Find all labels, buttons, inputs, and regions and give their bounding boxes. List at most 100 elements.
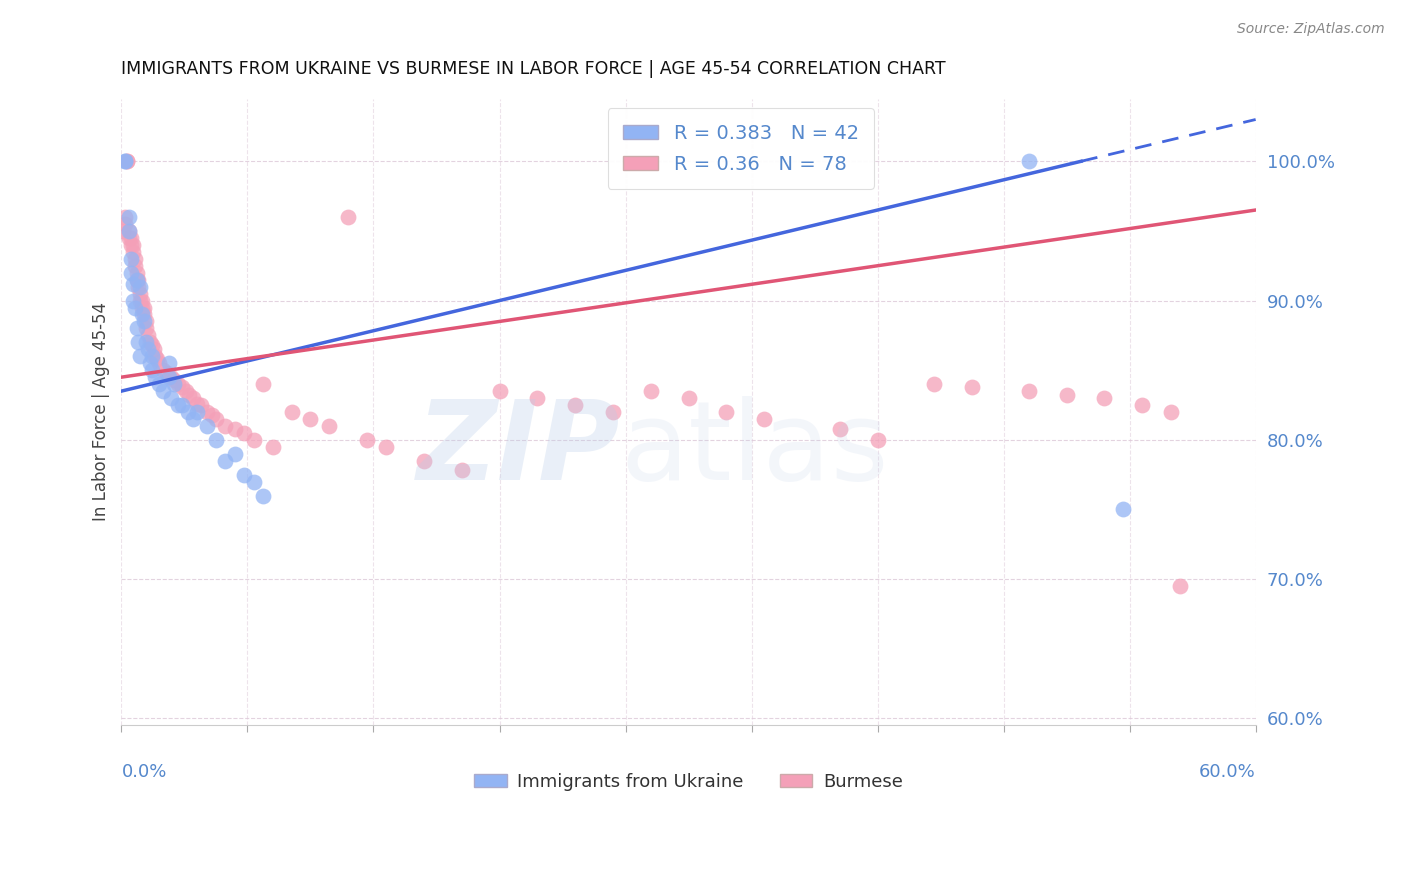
Text: IMMIGRANTS FROM UKRAINE VS BURMESE IN LABOR FORCE | AGE 45-54 CORRELATION CHART: IMMIGRANTS FROM UKRAINE VS BURMESE IN LA… [121, 60, 946, 78]
Point [564, 398, 586, 412]
Point [142, 343, 165, 357]
Point [1094, 391, 1116, 405]
Point [118, 224, 141, 238]
Point [141, 349, 163, 363]
Point [121, 244, 143, 259]
Point [299, 412, 322, 426]
Point [1160, 405, 1182, 419]
Point [125, 321, 148, 335]
Point [318, 418, 340, 433]
Point [526, 391, 548, 405]
Point [602, 405, 624, 419]
Point [176, 405, 198, 419]
Point [224, 447, 246, 461]
Point [252, 489, 274, 503]
Point [114, 210, 136, 224]
Point [752, 412, 775, 426]
Point [242, 475, 264, 489]
Point [1056, 388, 1078, 402]
Point [205, 433, 228, 447]
Point [135, 321, 157, 335]
Point [146, 352, 169, 367]
Point [114, 154, 136, 169]
Point [337, 210, 360, 224]
Point [118, 224, 141, 238]
Point [134, 301, 156, 315]
Point [157, 370, 180, 384]
Point [205, 412, 228, 426]
Point [131, 301, 153, 315]
Point [121, 237, 143, 252]
Point [252, 377, 274, 392]
Point [125, 273, 148, 287]
Point [1112, 502, 1135, 516]
Point [412, 454, 434, 468]
Point [375, 440, 398, 454]
Point [112, 224, 135, 238]
Text: Source: ZipAtlas.com: Source: ZipAtlas.com [1237, 22, 1385, 37]
Point [181, 412, 204, 426]
Point [114, 154, 136, 169]
Point [163, 377, 186, 392]
Point [201, 408, 224, 422]
Text: atlas: atlas [620, 396, 889, 503]
Point [170, 398, 193, 412]
Point [1130, 398, 1153, 412]
Point [450, 463, 472, 477]
Point [115, 154, 138, 169]
Point [1018, 384, 1040, 398]
Point [159, 370, 181, 384]
Point [124, 259, 146, 273]
Point [159, 391, 181, 405]
Point [120, 237, 142, 252]
Point [678, 391, 700, 405]
Point [131, 293, 153, 308]
Point [139, 356, 162, 370]
Point [135, 335, 157, 350]
Point [924, 377, 946, 392]
Point [129, 286, 152, 301]
Point [866, 433, 889, 447]
Point [141, 338, 163, 352]
Point [120, 266, 142, 280]
Point [181, 391, 204, 405]
Point [145, 349, 167, 363]
Point [148, 377, 170, 392]
Point [134, 314, 156, 328]
Point [129, 349, 152, 363]
Point [127, 273, 149, 287]
Point [156, 366, 179, 380]
Text: ZIP: ZIP [418, 396, 620, 503]
Point [152, 384, 174, 398]
Point [1018, 154, 1040, 169]
Legend: Immigrants from Ukraine, Burmese: Immigrants from Ukraine, Burmese [467, 765, 910, 797]
Point [186, 405, 208, 419]
Point [120, 231, 142, 245]
Point [233, 467, 256, 482]
Point [224, 422, 246, 436]
Point [190, 398, 212, 412]
Point [195, 405, 218, 419]
Point [157, 356, 180, 370]
Point [127, 335, 149, 350]
Point [488, 384, 510, 398]
Point [960, 380, 983, 394]
Point [139, 335, 162, 350]
Point [121, 277, 143, 291]
Point [131, 308, 153, 322]
Point [148, 356, 170, 370]
Point [640, 384, 662, 398]
Point [356, 433, 378, 447]
Point [170, 380, 193, 394]
Point [127, 279, 149, 293]
Point [135, 314, 157, 328]
Point [262, 440, 284, 454]
Point [716, 405, 738, 419]
Point [174, 384, 197, 398]
Point [114, 217, 136, 231]
Point [163, 373, 186, 387]
Point [118, 231, 141, 245]
Point [214, 454, 236, 468]
Point [141, 363, 163, 377]
Point [120, 252, 142, 266]
